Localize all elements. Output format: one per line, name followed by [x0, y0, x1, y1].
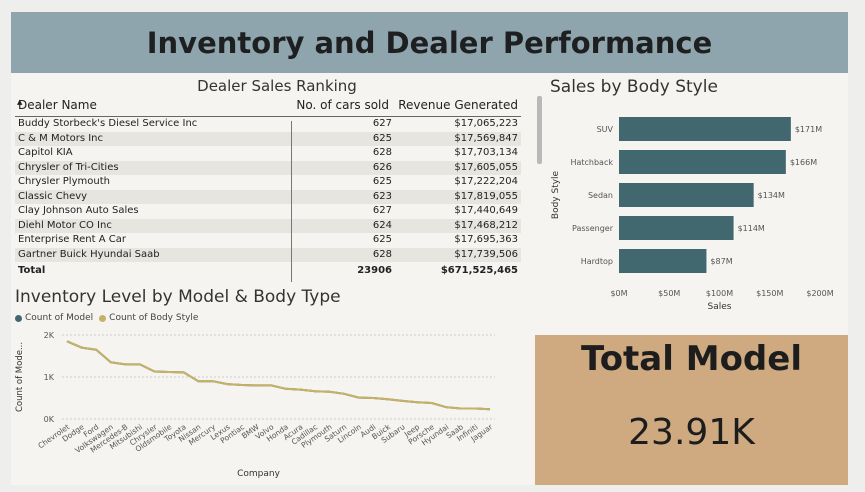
revenue-cell: $17,819,055 [454, 190, 518, 202]
category-label: Sedan [588, 191, 613, 200]
cars-sold-cell: 627 [372, 118, 392, 129]
table-row[interactable]: Chrysler of Tri-Cities 626 $17,605,055 [15, 160, 521, 175]
legend-item-count-of-model[interactable]: Count of Model [15, 313, 93, 323]
kpi-value: 23.91K [628, 412, 755, 453]
x-tick-label: $200M [806, 289, 833, 298]
series-line [66, 340, 491, 411]
y-axis-label: Body Style [551, 170, 561, 219]
total-model-card: Total Model 23.91K [535, 335, 848, 485]
cars-sold-cell: 628 [372, 248, 392, 260]
table-row[interactable]: Gartner Buick Hyundai Saab 628 $17,739,506 [15, 247, 521, 262]
bar [619, 249, 707, 273]
table-header: Dealer Name No. of cars sold Revenue Gen… [15, 96, 521, 117]
revenue-cell: $17,222,204 [454, 176, 518, 187]
dealer-name-cell: Buddy Storbeck's Diesel Service Inc [18, 118, 198, 129]
category-label: Passenger [572, 224, 614, 233]
x-tick-label: $100M [706, 289, 733, 298]
legend-item-count-of-body-style[interactable]: Count of Body Style [99, 313, 198, 323]
bar [619, 117, 791, 141]
table-row[interactable]: Diehl Motor CO Inc 624 $17,468,212 [15, 218, 521, 233]
dealer-name-cell: Gartner Buick Hyundai Saab [18, 248, 160, 260]
revenue-cell: $17,703,134 [454, 147, 518, 158]
cars-sold-cell: 625 [372, 234, 392, 245]
revenue-cell: $17,468,212 [454, 219, 518, 231]
dealer-name-cell: Diehl Motor CO Inc [18, 219, 112, 231]
category-label: SUV [597, 125, 614, 134]
column-header-revenue[interactable]: Revenue Generated [398, 98, 518, 112]
dealer-name-cell: Chrysler Plymouth [18, 176, 110, 187]
table-scrollbar[interactable] [537, 96, 542, 164]
cars-sold-cell: 625 [372, 132, 392, 144]
category-label: Hardtop [581, 257, 613, 266]
x-tick-label: $150M [756, 289, 783, 298]
category-label: Hatchback [570, 158, 613, 167]
table-row[interactable]: Classic Chevy 623 $17,819,055 [15, 189, 521, 204]
cars-sold-cell: 628 [372, 147, 392, 158]
chart-legend: Count of Model Count of Body Style [15, 313, 198, 323]
y-tick-label: 2K [44, 331, 55, 340]
table-row[interactable]: Capitol KIA 628 $17,703,134 [15, 146, 521, 161]
total-cars-sold: 23906 [357, 265, 392, 276]
dealer-name-cell: Chrysler of Tri-Cities [18, 161, 119, 173]
table-row[interactable]: Enterprise Rent A Car 625 $17,695,363 [15, 233, 521, 248]
legend-dot-icon [15, 314, 22, 322]
dealer-name-cell: Enterprise Rent A Car [18, 234, 126, 245]
table-row[interactable]: Chrysler Plymouth 625 $17,222,204 [15, 175, 521, 190]
revenue-cell: $17,605,055 [454, 161, 518, 173]
data-label: $171M [795, 125, 822, 134]
total-revenue: $671,525,465 [440, 265, 518, 276]
table-total-row: Total 23906 $671,525,465 [15, 263, 521, 279]
x-tick-label: $0M [610, 289, 627, 298]
bar [619, 216, 734, 240]
column-header-cars-sold[interactable]: No. of cars sold [296, 98, 389, 112]
table-row[interactable]: Clay Johnson Auto Sales 627 $17,440,649 [15, 204, 521, 219]
cars-sold-cell: 626 [372, 161, 392, 173]
page-title: Inventory and Dealer Performance [146, 25, 713, 60]
body-style-chart-title: Sales by Body Style [550, 77, 718, 97]
series-line [66, 340, 491, 411]
dealer-table-title: Dealer Sales Ranking [197, 77, 357, 95]
data-label: $87M [710, 257, 732, 266]
dealer-name-cell: Classic Chevy [18, 190, 88, 202]
x-tick-label: $50M [658, 289, 680, 298]
x-axis-label: Company [237, 469, 280, 479]
revenue-cell: $17,440,649 [454, 205, 518, 216]
column-divider [291, 121, 292, 282]
y-axis-label: Count of Mode... [15, 342, 25, 412]
table-row[interactable]: Buddy Storbeck's Diesel Service Inc 627 $1… [15, 117, 521, 132]
legend-dot-icon [99, 314, 107, 322]
inventory-chart-title: Inventory Level by Model & Body Type [15, 287, 341, 307]
inventory-line-chart: 0K1K2KChevroletDodgeFordVolkswagenMerced… [15, 331, 495, 479]
dealer-name-cell: C & M Motors Inc [18, 132, 104, 144]
data-label: $114M [738, 224, 765, 233]
data-label: $134M [758, 191, 785, 200]
revenue-cell: $17,695,363 [454, 234, 518, 245]
y-tick-label: 1K [44, 373, 55, 382]
dealer-sales-table: Dealer Name No. of cars sold Revenue Gen… [15, 96, 521, 279]
sort-ascending-icon[interactable]: ▲ [17, 98, 23, 106]
x-axis-label: Sales [708, 302, 732, 312]
bar [619, 150, 786, 174]
cars-sold-cell: 624 [372, 219, 392, 231]
revenue-cell: $17,569,847 [454, 132, 518, 144]
body-style-bar-chart: SUV $171M Hatchback $166M Sedan $134M Passenge… [551, 117, 834, 312]
table-row[interactable]: C & M Motors Inc 625 $17,569,847 [15, 131, 521, 146]
dealer-name-cell: Capitol KIA [18, 147, 73, 158]
cars-sold-cell: 623 [372, 190, 392, 202]
cars-sold-cell: 627 [372, 205, 392, 216]
report-header: Inventory and Dealer Performance [11, 12, 848, 73]
dealer-name-cell: Clay Johnson Auto Sales [18, 205, 139, 216]
data-label: $166M [790, 158, 817, 167]
revenue-cell: $17,065,223 [454, 118, 518, 129]
cars-sold-cell: 625 [372, 176, 392, 187]
column-header-dealer-name[interactable]: Dealer Name [18, 98, 97, 112]
revenue-cell: $17,739,506 [454, 248, 518, 260]
kpi-title: Total Model [581, 339, 802, 379]
bar [619, 183, 754, 207]
total-label: Total [18, 265, 46, 276]
table-body: Buddy Storbeck's Diesel Service Inc 627 $1… [15, 117, 521, 262]
y-tick-label: 0K [44, 415, 55, 424]
